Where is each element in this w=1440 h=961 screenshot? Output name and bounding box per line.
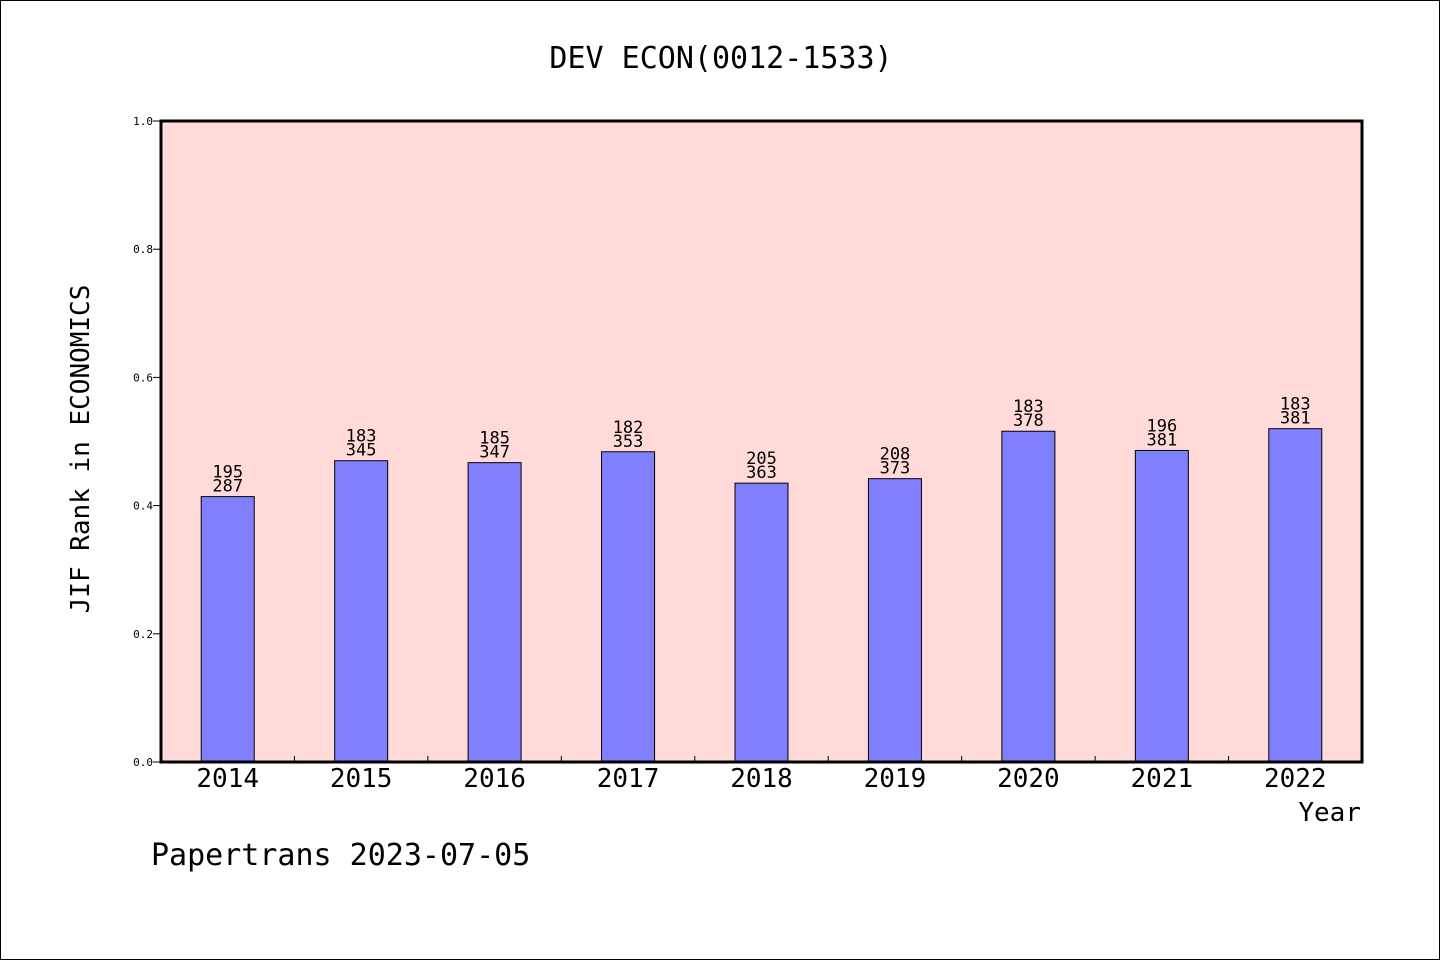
x-tick-label: 2018 — [730, 764, 793, 794]
bar — [1001, 430, 1056, 763]
x-tick-label: 2022 — [1264, 764, 1327, 794]
x-tick-label: 2019 — [864, 764, 927, 794]
y-tick-label: 0.4 — [133, 500, 153, 513]
bar-label-rank: 195 — [212, 463, 243, 483]
footer-date-credit: Papertrans 2023-07-05 — [151, 838, 530, 873]
bar — [1268, 428, 1323, 763]
bar-label-rank: 208 — [880, 445, 911, 465]
y-tick-label: 1.0 — [133, 115, 153, 128]
y-tick-label: 0.2 — [133, 628, 153, 641]
y-tick-label: 0.6 — [133, 371, 153, 384]
bar — [334, 460, 389, 763]
bar-label-rank: 183 — [346, 427, 377, 447]
y-axis-label: JIF Rank in ECONOMICS — [66, 285, 96, 614]
bar — [867, 478, 922, 763]
bar-label-total: 287 — [212, 477, 243, 497]
x-tick-label: 2021 — [1131, 764, 1194, 794]
x-tick-label: 2016 — [463, 764, 526, 794]
bar-label-total: 381 — [1146, 430, 1177, 450]
bar — [1134, 449, 1189, 763]
x-axis-label: Year — [1298, 798, 1361, 828]
x-tick-label: 2014 — [196, 764, 259, 794]
bar-label-total: 378 — [1013, 411, 1044, 431]
bar-label-total: 353 — [613, 432, 644, 452]
x-tick-label: 2015 — [330, 764, 393, 794]
y-tick-label: 0.8 — [133, 243, 153, 256]
bar — [467, 462, 522, 763]
x-tick-label: 2017 — [597, 764, 660, 794]
bar-label-rank: 185 — [479, 429, 510, 449]
bar-label-total: 345 — [346, 441, 377, 461]
bar-label-rank: 183 — [1280, 395, 1311, 415]
bars-layer: 1952871833451853471823532053632083731833… — [200, 395, 1323, 763]
x-axis: 2014 2015 2016 2017 2018 2019 2020 2021 2022 — [196, 756, 1327, 794]
bar-label-rank: 183 — [1013, 397, 1044, 417]
y-axis: 0.0 0.2 0.4 0.6 0.8 1.0 — [133, 115, 161, 769]
bar-label-total: 381 — [1280, 409, 1311, 429]
x-tick-label: 2020 — [997, 764, 1060, 794]
bar-label-rank: 196 — [1146, 416, 1177, 436]
y-tick-label: 0.0 — [133, 756, 153, 769]
plot-border — [159, 119, 1364, 764]
bar-label-rank: 182 — [613, 418, 644, 438]
bar-label-rank: 205 — [746, 449, 777, 469]
bar-label-total: 347 — [479, 443, 510, 463]
bar — [601, 451, 656, 763]
bar-label-total: 363 — [746, 463, 777, 483]
bar-label-total: 373 — [880, 459, 911, 479]
bar — [734, 482, 789, 763]
bar — [200, 496, 255, 763]
chart-title: DEV ECON(0012-1533) — [549, 41, 892, 76]
